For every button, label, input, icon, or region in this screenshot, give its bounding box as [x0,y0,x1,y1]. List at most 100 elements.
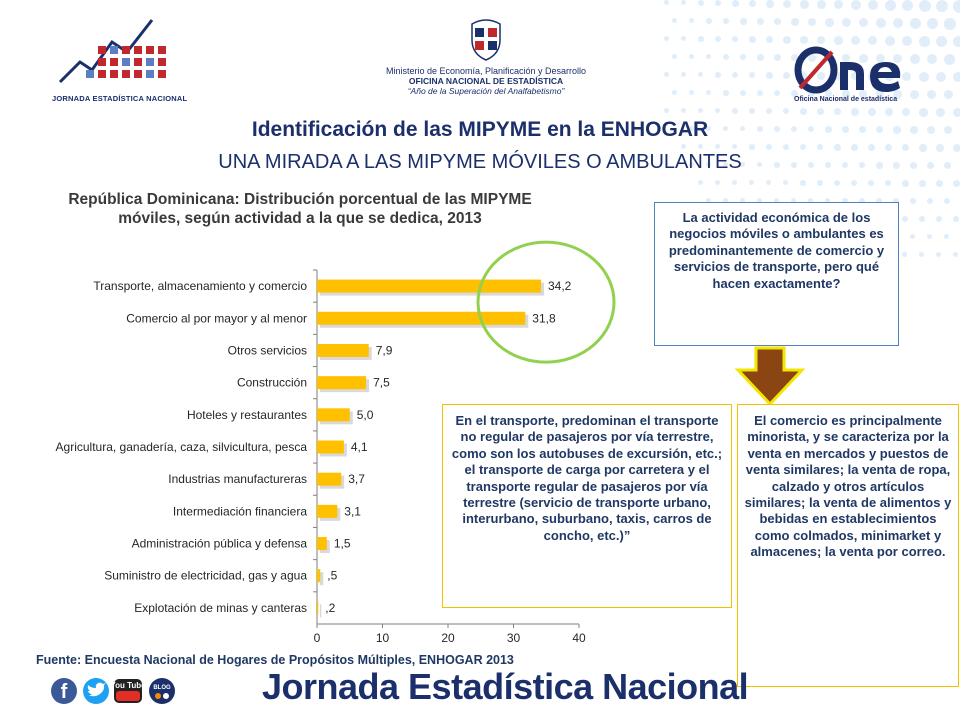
background-dot [919,252,924,257]
background-dot [842,162,849,169]
bar [317,440,344,454]
value-label: 4,1 [351,440,368,454]
background-dot [723,162,728,167]
background-dot [732,144,738,150]
background-dot [953,36,960,48]
background-dot [681,36,687,42]
slide-subtitle: UNA MIRADA A LAS MIPYME MÓVILES O AMBULA… [218,151,742,173]
background-dot [791,18,799,26]
background-dot [936,216,942,222]
background-dot [817,108,825,116]
background-dot [698,36,704,42]
value-label: 3,7 [348,472,365,486]
background-dot [817,72,825,80]
background-dot [664,72,669,77]
category-label: Hoteles y restaurantes [187,408,307,422]
value-label: ,5 [327,569,337,583]
footer-title: Jornada Estadística Nacional [262,666,749,707]
background-dot [808,54,816,62]
jornada-logo-caption: JORNADA ESTADÍSTICA NACIONAL [52,94,188,103]
background-dot [766,180,772,186]
x-tick-label: 0 [314,631,321,645]
background-dot [885,144,893,152]
ministry-name: Ministerio de Economía, Planificación y … [385,66,587,76]
background-dot [919,108,928,117]
background-dot [936,144,944,152]
background-dot [774,162,780,168]
twitter-icon[interactable] [83,678,109,704]
background-dot [757,54,764,61]
background-dot [800,108,807,115]
category-label: Comercio al por mayor y al menor [126,311,307,325]
highlight-circle [476,240,616,364]
background-dot [715,36,721,42]
category-label: Construcción [237,376,307,390]
bar [317,569,321,583]
jornada-logo-graphic [58,19,166,84]
youtube-icon[interactable]: You Tube [110,679,146,703]
background-dot [936,252,941,257]
background-dot [723,18,730,25]
bar-shadow [320,604,322,618]
background-dot [910,162,918,170]
bar [317,504,338,518]
bar [317,279,542,293]
background-dot [842,18,852,28]
background-dot [834,36,843,45]
background-dot [732,180,737,185]
background-dot [919,36,930,47]
background-dot [783,0,792,9]
background-dot [757,198,762,203]
background-dot [902,216,908,222]
background-dot [919,72,929,82]
background-dot [715,108,721,114]
background-dot [851,144,858,151]
background-dot [893,198,899,204]
background-dot [902,252,907,257]
category-label: Administración pública y defensa [132,537,308,551]
background-dot [800,36,808,44]
category-label: Transporte, almacenamiento y comercio [93,279,307,293]
coat-of-arms-icon [471,19,501,61]
background-dot [783,108,790,115]
background-dot [902,144,910,152]
background-dot [944,90,954,100]
background-dot [927,54,938,65]
background-dot [902,108,911,117]
background-dot [885,180,892,187]
background-dot [910,234,916,240]
background-dot [791,162,797,168]
background-dot [766,144,772,150]
background-dot [706,162,711,167]
background-dot [876,198,882,204]
facebook-icon[interactable]: f [51,678,77,704]
background-dot [757,90,764,97]
background-dot [893,18,904,29]
background-dot [944,54,955,65]
x-tick-label: 10 [376,631,390,645]
background-dot [851,36,861,46]
background-dot [859,90,867,98]
category-label: Explotación de minas y canteras [134,601,307,615]
background-dot [936,0,949,13]
background-dot [808,90,816,98]
background-dot [868,0,879,11]
bar [317,537,327,551]
background-dot [834,144,841,151]
background-dot [766,0,774,8]
background-dot [825,126,832,133]
background-dot [791,126,798,133]
ministry-header: Ministerio de Economía, Planificación y … [366,18,606,96]
background-dot [893,90,902,99]
background-dot [859,162,866,169]
background-dot [715,180,720,185]
background-dot [774,126,780,132]
background-dot [681,72,686,77]
background-dot [732,72,738,78]
background-dot [825,90,833,98]
background-dot [774,198,780,204]
background-dot [808,126,815,133]
background-dot [919,180,926,187]
background-dot [757,18,764,25]
blog-icon[interactable]: BLOG [149,678,175,704]
